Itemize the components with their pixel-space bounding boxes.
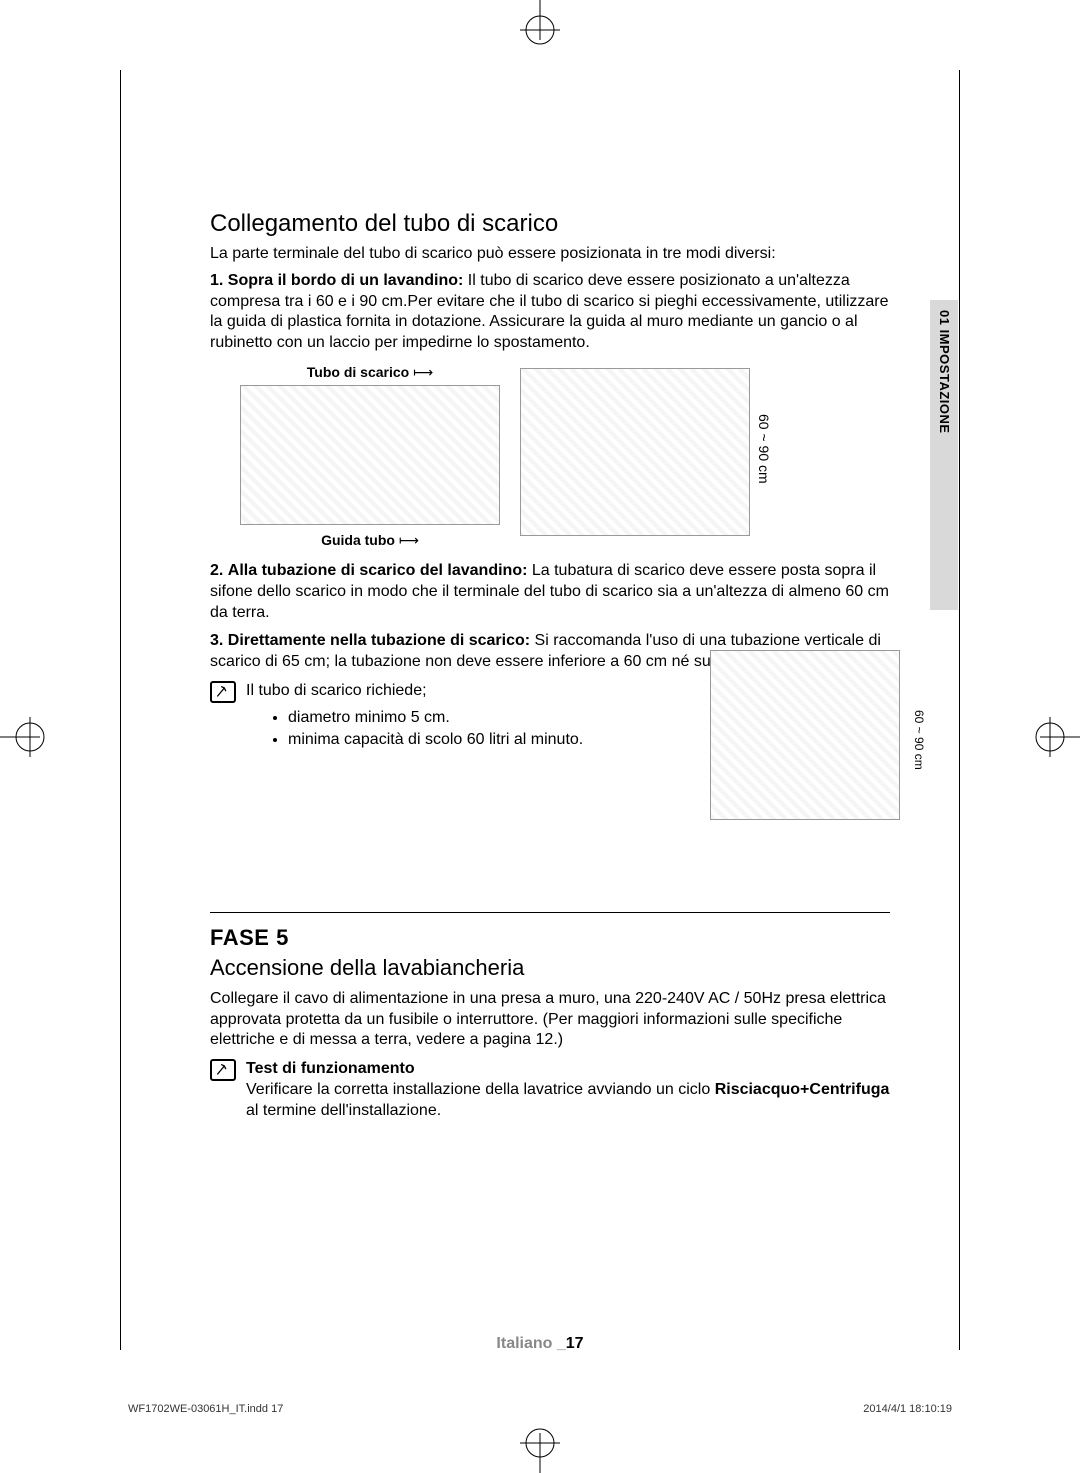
note2-title: Test di funzionamento bbox=[246, 1059, 890, 1080]
section1-list: 1. Sopra il bordo di un lavandino: Il tu… bbox=[210, 271, 890, 354]
list-item-2: 2. Alla tubazione di scarico del lavandi… bbox=[210, 561, 890, 623]
crop-mark-left bbox=[0, 707, 60, 767]
note2-bold: Risciacquo+Centrifuga bbox=[715, 1081, 890, 1098]
note2-text: Verificare la corretta installazione del… bbox=[246, 1080, 890, 1122]
fase-heading: FASE 5 bbox=[210, 925, 890, 951]
li3-num: 3. bbox=[210, 632, 223, 649]
note2-text-a: Verificare la corretta installazione del… bbox=[246, 1081, 715, 1098]
print-meta-right: 2014/4/1 18:10:19 bbox=[863, 1403, 952, 1415]
section1-intro: La parte terminale del tubo di scarico p… bbox=[210, 244, 890, 265]
li2-num: 2. bbox=[210, 562, 223, 579]
page-content: Collegamento del tubo di scarico La part… bbox=[210, 210, 890, 1126]
figure-1-left: Tubo di scarico ⟼ Guida tubo ⟼ bbox=[240, 364, 500, 549]
crop-mark-bottom bbox=[510, 1413, 570, 1473]
washer-illustration bbox=[710, 650, 900, 820]
li1-num: 1. bbox=[210, 272, 223, 289]
li3-bold: Direttamente nella tubazione di scarico: bbox=[228, 632, 530, 649]
page-margin-left bbox=[120, 70, 121, 1350]
note2-body: Test di funzionamento Verificare la corr… bbox=[246, 1059, 890, 1121]
note-lead: Il tubo di scarico richiede; bbox=[246, 681, 427, 702]
list-item-1: 1. Sopra il bordo di un lavandino: Il tu… bbox=[210, 271, 890, 354]
page-margin-right bbox=[959, 70, 960, 1350]
footer-page: 17 bbox=[566, 1335, 584, 1352]
section2-para: Collegare il cavo di alimentazione in un… bbox=[210, 989, 890, 1051]
figure-1-right: 60 ~ 90 cm bbox=[520, 364, 750, 549]
li1-bold: Sopra il bordo di un lavandino: bbox=[228, 272, 464, 289]
page-footer: Italiano _17 bbox=[496, 1335, 583, 1353]
note-icon bbox=[210, 681, 236, 703]
fig1-label-top: Tubo di scarico bbox=[307, 364, 409, 380]
figure-washer: 60 ~ 90 cm bbox=[710, 650, 910, 830]
section1-title: Collegamento del tubo di scarico bbox=[210, 210, 890, 238]
section2-title: Accensione della lavabiancheria bbox=[210, 955, 890, 981]
footer-lang: Italiano _ bbox=[496, 1335, 565, 1352]
fig1-right-illustration bbox=[520, 368, 750, 536]
fig1-label-bottom: Guida tubo bbox=[321, 532, 395, 548]
print-meta-left: WF1702WE-03061H_IT.indd 17 bbox=[128, 1403, 283, 1415]
note-row-2: Test di funzionamento Verificare la corr… bbox=[210, 1059, 890, 1121]
li2-bold: Alla tubazione di scarico del lavandino: bbox=[228, 562, 528, 579]
side-tab-text: 01 IMPOSTAZIONE bbox=[937, 310, 952, 434]
crop-mark-top bbox=[510, 0, 570, 60]
figure-row-1: Tubo di scarico ⟼ Guida tubo ⟼ 60 ~ 90 c… bbox=[240, 364, 890, 549]
note2-text-b: al termine dell'installazione. bbox=[246, 1102, 441, 1119]
fig1-height-label: 60 ~ 90 cm bbox=[756, 414, 772, 484]
washer-height-label: 60 ~ 90 cm bbox=[912, 710, 926, 770]
note-icon bbox=[210, 1059, 236, 1081]
crop-mark-right bbox=[1020, 707, 1080, 767]
section-divider bbox=[210, 912, 890, 913]
fig1-left-illustration bbox=[240, 385, 500, 525]
